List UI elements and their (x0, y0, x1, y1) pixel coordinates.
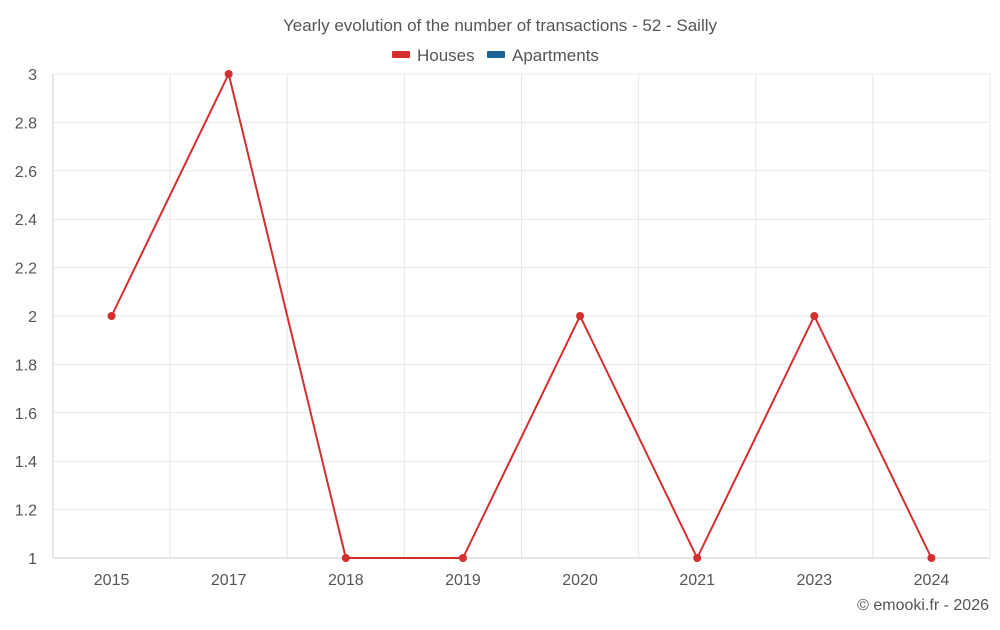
y-tick-label: 1.2 (15, 503, 37, 520)
legend-swatch-houses (392, 51, 410, 58)
x-tick-label: 2024 (914, 572, 950, 589)
data-point[interactable] (927, 554, 936, 562)
y-tick-label: 3 (28, 67, 37, 84)
legend-swatch-apartments (487, 51, 505, 58)
y-tick-label: 1.4 (15, 454, 37, 471)
x-tick-label: 2017 (211, 572, 247, 589)
data-point[interactable] (341, 554, 350, 562)
legend: Houses Apartments (392, 46, 599, 65)
data-point[interactable] (810, 312, 819, 320)
x-tick-label: 2023 (797, 572, 833, 589)
data-point[interactable] (693, 554, 702, 562)
y-tick-label: 1 (28, 551, 37, 568)
data-point[interactable] (458, 554, 467, 562)
y-tick-label: 2.4 (15, 212, 37, 229)
y-tick-label: 1.6 (15, 406, 37, 423)
chart-title: Yearly evolution of the number of transa… (283, 16, 718, 35)
series-line-houses (110, 73, 933, 559)
legend-item-houses[interactable]: Houses (392, 46, 475, 65)
y-axis: 3 2.8 2.6 2.4 2.2 2 1.8 1.6 1.4 1.2 1 (15, 67, 54, 568)
x-tick-label: 2021 (679, 572, 715, 589)
legend-label-houses: Houses (417, 46, 475, 65)
footer-credit: © emooki.fr - 2026 (857, 597, 989, 614)
x-tick-label: 2015 (94, 572, 130, 589)
legend-item-apartments[interactable]: Apartments (487, 46, 599, 65)
y-tick-label: 1.8 (15, 357, 37, 374)
legend-label-apartments: Apartments (512, 46, 599, 65)
data-point[interactable] (224, 70, 233, 78)
y-tick-label: 2.8 (15, 115, 37, 132)
data-point[interactable] (107, 312, 116, 320)
data-point[interactable] (576, 312, 585, 320)
y-tick-label: 2 (28, 309, 37, 326)
series-houses (107, 70, 936, 562)
y-tick-label: 2.2 (15, 261, 37, 278)
x-axis: 2015 2017 2018 2019 2020 2021 2023 2024 (53, 557, 990, 589)
x-tick-label: 2018 (328, 572, 364, 589)
x-tick-label: 2020 (562, 572, 598, 589)
y-tick-label: 2.6 (15, 164, 37, 181)
x-tick-label: 2019 (445, 572, 481, 589)
